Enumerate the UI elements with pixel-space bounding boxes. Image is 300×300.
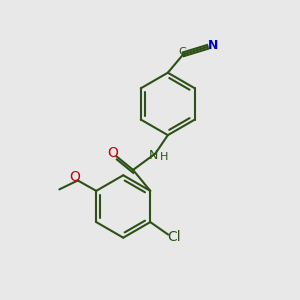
Text: Cl: Cl	[167, 230, 181, 244]
Text: N: N	[148, 148, 158, 162]
Text: H: H	[160, 152, 168, 162]
Text: N: N	[208, 39, 218, 52]
Text: O: O	[69, 170, 80, 184]
Text: C: C	[178, 47, 186, 57]
Text: O: O	[108, 146, 118, 160]
